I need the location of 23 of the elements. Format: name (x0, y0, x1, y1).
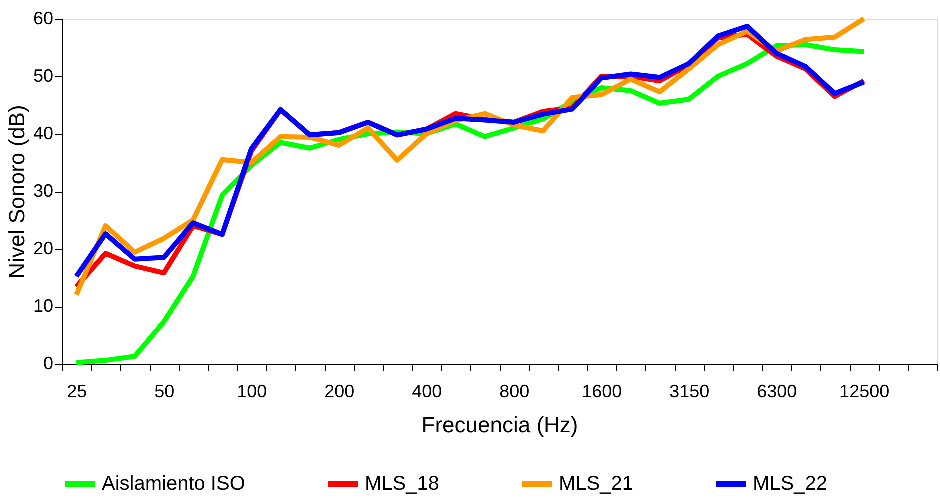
x-tick-label: 3150 (670, 382, 710, 402)
x-tick-label: 12500 (840, 382, 890, 402)
y-tick-label: 40 (33, 124, 54, 144)
x-tick-label: 1600 (582, 382, 622, 402)
legend-label: Aislamiento ISO (102, 473, 246, 495)
x-tick-label: 800 (500, 382, 530, 402)
legend-label: MLS_18 (365, 473, 440, 495)
x-tick-label: 25 (67, 382, 88, 402)
x-tick-label: 50 (154, 382, 175, 402)
y-tick-label: 0 (43, 354, 54, 374)
x-tick-label: 400 (412, 382, 442, 402)
y-tick-label: 10 (33, 296, 54, 316)
x-axis-title: Frecuencia (Hz) (422, 412, 578, 438)
legend-label: MLS_22 (753, 473, 828, 495)
y-axis-title: Nivel Sonoro (dB) (4, 105, 30, 279)
y-tick-label: 60 (33, 8, 54, 28)
y-tick-label: 30 (33, 181, 54, 201)
x-tick-label: 6300 (757, 382, 798, 402)
y-tick-label: 20 (33, 238, 54, 258)
x-tick-label: 100 (237, 382, 268, 402)
legend-label: MLS_21 (559, 473, 634, 495)
y-tick-label: 50 (33, 66, 54, 86)
x-tick-label: 200 (324, 382, 355, 402)
